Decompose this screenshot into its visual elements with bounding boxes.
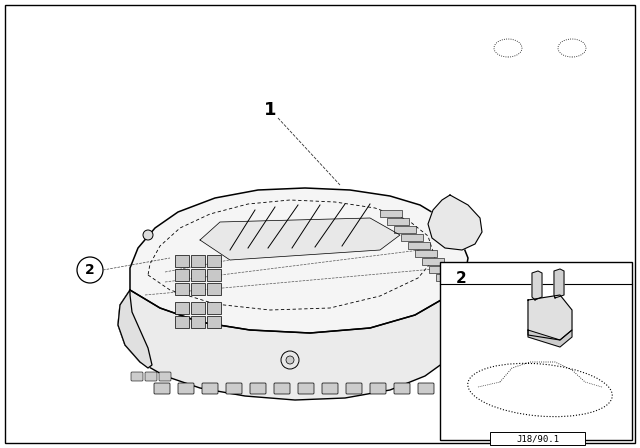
FancyBboxPatch shape: [202, 383, 218, 394]
Circle shape: [143, 230, 153, 240]
FancyBboxPatch shape: [159, 372, 171, 381]
Bar: [207, 269, 221, 281]
Bar: [175, 283, 189, 295]
FancyBboxPatch shape: [274, 383, 290, 394]
Polygon shape: [532, 271, 542, 300]
Bar: [387, 218, 409, 225]
FancyBboxPatch shape: [226, 383, 242, 394]
FancyBboxPatch shape: [394, 383, 410, 394]
FancyBboxPatch shape: [461, 305, 475, 315]
FancyBboxPatch shape: [461, 319, 475, 329]
Polygon shape: [528, 330, 572, 347]
FancyBboxPatch shape: [322, 383, 338, 394]
Circle shape: [286, 356, 294, 364]
Bar: [191, 255, 205, 267]
Circle shape: [281, 351, 299, 369]
Bar: [207, 255, 221, 267]
FancyBboxPatch shape: [461, 277, 475, 287]
Bar: [380, 210, 402, 217]
Text: 2: 2: [456, 271, 467, 285]
Bar: [175, 316, 189, 328]
Bar: [408, 242, 430, 249]
FancyBboxPatch shape: [154, 383, 170, 394]
FancyBboxPatch shape: [461, 333, 475, 343]
Bar: [415, 250, 437, 257]
Polygon shape: [200, 218, 400, 260]
FancyBboxPatch shape: [250, 383, 266, 394]
Bar: [191, 269, 205, 281]
Polygon shape: [118, 276, 465, 400]
Bar: [191, 302, 205, 314]
Bar: [490, 432, 585, 445]
FancyBboxPatch shape: [370, 383, 386, 394]
Polygon shape: [528, 295, 572, 340]
FancyBboxPatch shape: [131, 372, 143, 381]
Bar: [191, 316, 205, 328]
Bar: [175, 269, 189, 281]
Bar: [443, 282, 465, 289]
Bar: [422, 258, 444, 265]
Text: J18/90.1: J18/90.1: [516, 434, 559, 443]
Bar: [191, 283, 205, 295]
Polygon shape: [428, 195, 482, 250]
Bar: [207, 316, 221, 328]
Polygon shape: [118, 290, 152, 368]
Bar: [440, 262, 632, 440]
Bar: [394, 226, 416, 233]
FancyBboxPatch shape: [418, 383, 434, 394]
FancyBboxPatch shape: [298, 383, 314, 394]
Text: 2: 2: [85, 263, 95, 277]
Bar: [175, 302, 189, 314]
Circle shape: [77, 257, 103, 283]
FancyBboxPatch shape: [461, 361, 475, 371]
Bar: [207, 302, 221, 314]
FancyBboxPatch shape: [178, 383, 194, 394]
FancyBboxPatch shape: [461, 291, 475, 301]
FancyBboxPatch shape: [346, 383, 362, 394]
Bar: [207, 283, 221, 295]
Bar: [401, 234, 423, 241]
Text: 1: 1: [264, 101, 276, 119]
Bar: [436, 274, 458, 281]
Bar: [175, 255, 189, 267]
Polygon shape: [554, 269, 564, 298]
FancyBboxPatch shape: [461, 347, 475, 357]
Polygon shape: [130, 188, 468, 333]
Bar: [429, 266, 451, 273]
FancyBboxPatch shape: [145, 372, 157, 381]
